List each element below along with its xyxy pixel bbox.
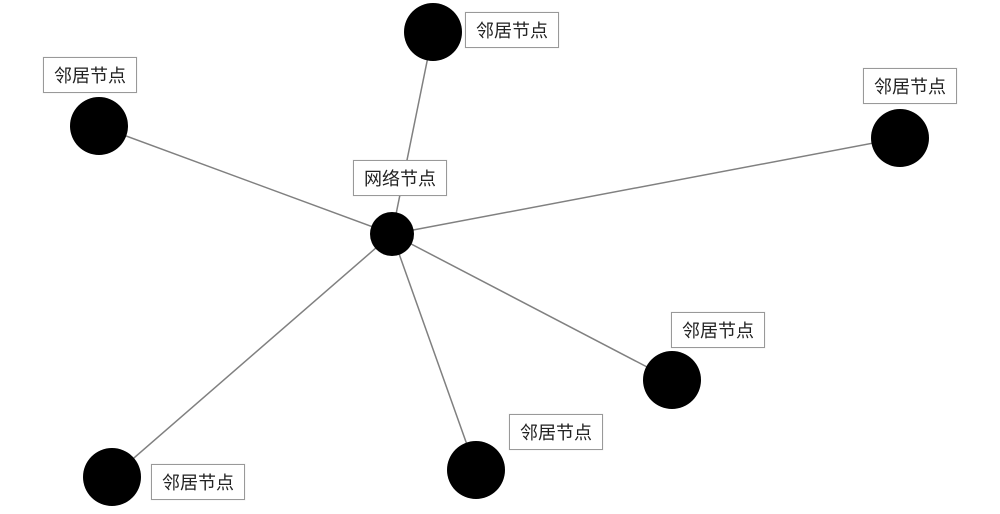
- neighbor-node: [871, 109, 929, 167]
- center-node: [370, 212, 414, 256]
- edge: [392, 138, 900, 234]
- neighbor-node: [447, 441, 505, 499]
- neighbor-label-right: 邻居节点: [671, 312, 765, 348]
- neighbor-label-top-left: 邻居节点: [43, 57, 137, 93]
- edge: [392, 234, 476, 470]
- edge: [392, 234, 672, 380]
- center-node-label: 网络节点: [353, 160, 447, 196]
- edge: [392, 32, 433, 234]
- neighbor-label-bottom: 邻居节点: [509, 414, 603, 450]
- neighbor-node: [70, 97, 128, 155]
- neighbor-label-top: 邻居节点: [465, 12, 559, 48]
- neighbor-label-bottom-left: 邻居节点: [151, 464, 245, 500]
- neighbor-node: [404, 3, 462, 61]
- neighbor-node: [643, 351, 701, 409]
- edge: [112, 234, 392, 477]
- edge: [99, 126, 392, 234]
- neighbor-label-top-right: 邻居节点: [863, 68, 957, 104]
- neighbor-node: [83, 448, 141, 506]
- network-diagram: [0, 0, 1000, 514]
